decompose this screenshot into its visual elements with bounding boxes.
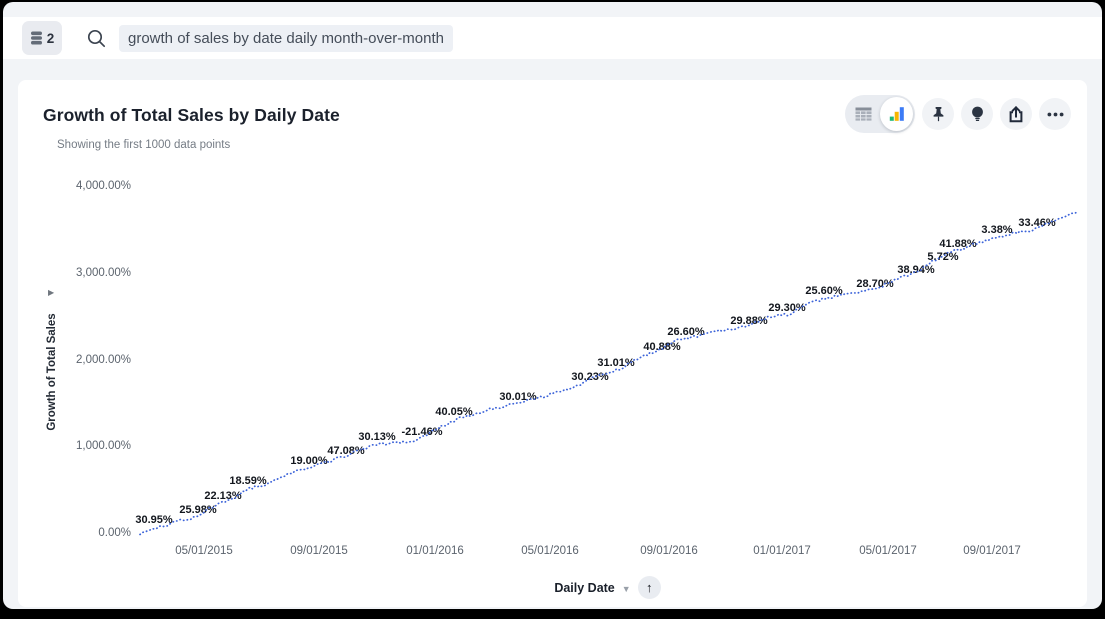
x-axis-footer: Daily Date ▼ ↑: [58, 576, 1102, 599]
search-row: 2 growth of sales by date daily month-ov…: [3, 17, 1102, 59]
answer-title: Growth of Total Sales by Daily Date: [43, 105, 340, 125]
data-points-notice: Showing the first 1000 data points: [57, 139, 231, 151]
arrow-up-icon: ↑: [645, 580, 653, 595]
database-icon: [30, 31, 43, 46]
lightbulb-icon: [970, 106, 985, 122]
view-toggle: [845, 95, 915, 133]
chart-view-button[interactable]: [880, 97, 913, 131]
answer-header: Growth of Total Sales by Daily Date Show…: [18, 80, 1087, 151]
answer-window: 2 growth of sales by date daily month-ov…: [3, 2, 1102, 609]
insights-button[interactable]: [961, 98, 993, 130]
data-sources-button[interactable]: 2: [22, 21, 62, 55]
y-axis-arrow-icon[interactable]: ▶: [48, 288, 55, 297]
search-icon: [86, 28, 107, 49]
share-button[interactable]: [1000, 98, 1032, 130]
pin-icon: [931, 106, 946, 122]
x-axis-field-label[interactable]: Daily Date: [554, 580, 615, 595]
search-query-token[interactable]: growth of sales by date daily month-over…: [119, 24, 453, 52]
chart-icon: [889, 106, 905, 122]
search-topbar: 2 growth of sales by date daily month-ov…: [3, 2, 1102, 80]
answer-toolbar: [845, 95, 1071, 133]
answer-card: Growth of Total Sales by Daily Date Show…: [18, 80, 1087, 607]
data-source-count: 2: [46, 30, 55, 46]
table-icon: [855, 107, 872, 121]
sort-ascending-button[interactable]: ↑: [637, 576, 661, 599]
chevron-down-icon[interactable]: ▼: [621, 583, 631, 594]
share-icon: [1008, 105, 1024, 123]
search-input[interactable]: growth of sales by date daily month-over…: [86, 24, 1102, 52]
pin-button[interactable]: [922, 98, 954, 130]
y-axis-title[interactable]: Growth of Total Sales: [46, 313, 58, 431]
more-options-button[interactable]: [1039, 98, 1071, 130]
table-view-button[interactable]: [847, 97, 880, 131]
ellipsis-icon: [1047, 112, 1064, 117]
